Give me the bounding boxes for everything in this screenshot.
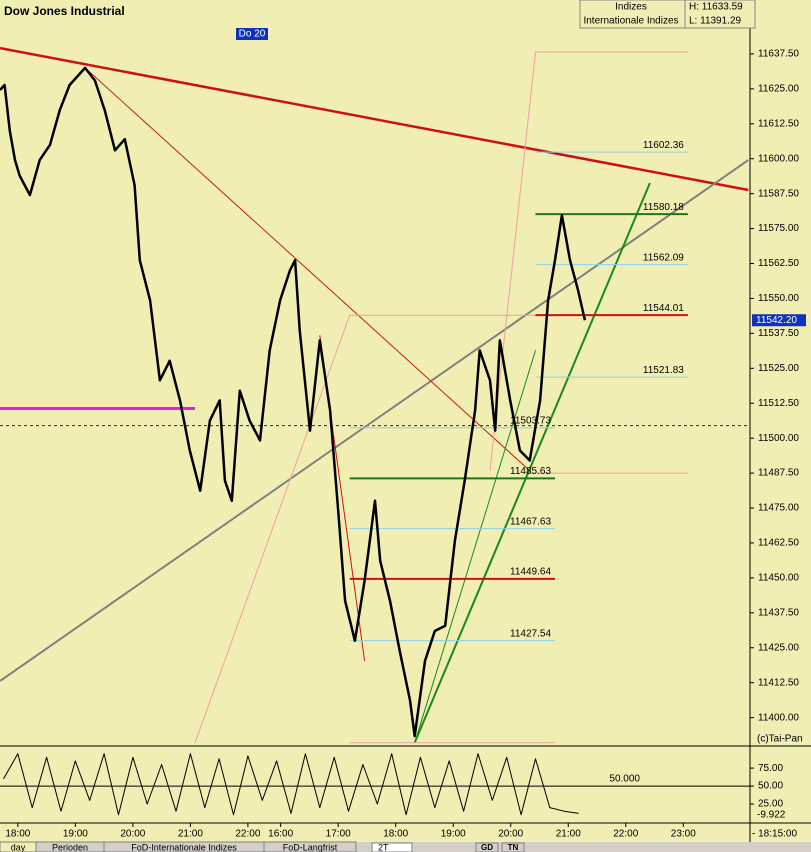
x-tick-label: 17:00 [326, 829, 351, 840]
x-tick-label: 20:00 [120, 829, 145, 840]
oscillator-last-value: -9.922 [757, 810, 786, 821]
list-label: Internationale Indizes [583, 16, 678, 27]
trend-line [413, 182, 651, 744]
trend-line [414, 350, 536, 743]
y-tick-label: 75.00 [758, 763, 783, 774]
current-price-label: 11542.20 [756, 315, 797, 326]
y-tick-label: 11600.00 [758, 153, 799, 164]
y-tick-label: 11475.00 [758, 503, 799, 514]
toolbar-button-label[interactable]: TN [508, 843, 519, 852]
period-label[interactable]: 2T [378, 842, 389, 852]
copyright: (c)Tai-Pan [757, 734, 803, 745]
level-label: 11503.73 [510, 415, 551, 426]
x-tick-label: 22:00 [613, 829, 638, 840]
y-tick-label: 11437.50 [758, 607, 799, 618]
x-tick-label: 21:00 [178, 829, 203, 840]
x-tick-label: 19:00 [63, 829, 88, 840]
level-label: 11602.36 [643, 140, 684, 151]
y-tick-label: 11512.50 [758, 398, 799, 409]
x-tick-label: 16:00 [268, 829, 293, 840]
current-price-box [752, 314, 806, 327]
level-label: 11427.54 [510, 628, 551, 639]
tab-label[interactable]: FoD-Langfrist [283, 842, 338, 852]
x-tick-label: 18:00 [383, 829, 408, 840]
x-tick-label: 22:00 [235, 829, 260, 840]
date-marker: Do 20 [239, 29, 266, 40]
toolbar-button[interactable] [501, 842, 525, 852]
tab-label[interactable]: day [11, 842, 26, 852]
toolbar-button-label[interactable]: GD [481, 843, 493, 852]
level-label: 11449.64 [510, 567, 551, 578]
chart-title: Dow Jones Industrial [4, 4, 125, 18]
tab-label[interactable]: FoD-Internationale Indizes [131, 842, 237, 852]
y-tick-label: 11400.00 [758, 712, 799, 723]
price-line [0, 66, 587, 738]
y-tick-label: 11487.50 [758, 468, 799, 479]
y-tick-label: 11450.00 [758, 573, 799, 584]
price-line [3, 753, 579, 816]
axes: 11400.00 11412.50 11425.00 11437.50 11450.00… [5, 49, 806, 840]
y-tick-label: 11562.50 [758, 258, 799, 269]
low-label: L: 11391.29 [689, 16, 742, 27]
level-label: 11562.09 [643, 252, 684, 263]
price-plot: 11602.36 11580.18 11562.09 11544.01 11521.83… [0, 46, 750, 744]
level-label: 11544.01 [643, 303, 684, 314]
y-tick-label: 11500.00 [758, 433, 799, 444]
trend-line [84, 67, 531, 471]
trend-line [489, 51, 688, 471]
y-tick-label: 11412.50 [758, 677, 799, 688]
y-tick-label: 11550.00 [758, 293, 799, 304]
x-tick-label: 21:00 [556, 829, 581, 840]
x-tick-label: 19:00 [441, 829, 466, 840]
level-label: 11580.18 [643, 202, 684, 213]
high-label: H: 11633.59 [689, 2, 743, 13]
toolbar-button[interactable] [475, 842, 499, 852]
y-tick-label: 25.00 [758, 799, 783, 810]
y-tick-label: 11587.50 [758, 188, 799, 199]
level-label: 11485.63 [510, 466, 551, 477]
oscillator-level-label: 50.000 [609, 774, 640, 785]
y-tick-label: 11462.50 [758, 538, 799, 549]
date-marker-box [236, 28, 268, 40]
tab-label[interactable]: Perioden [52, 842, 88, 852]
y-tick-label: 11575.00 [758, 223, 799, 234]
x-tick-label: 20:00 [498, 829, 523, 840]
tab[interactable] [263, 841, 357, 852]
y-tick-label: 50.00 [758, 781, 783, 792]
period-select[interactable] [371, 842, 413, 852]
oscillator-plot: 50.000 [0, 753, 750, 816]
y-tick-label: 11425.00 [758, 642, 799, 653]
level-label: 11521.83 [643, 365, 684, 376]
y-tick-label: 11525.00 [758, 363, 799, 374]
y-tick-label: 11625.00 [758, 84, 799, 95]
level-label: 11467.63 [510, 516, 551, 527]
x-tick-label: 18:00 [5, 829, 30, 840]
y-tick-label: 11637.50 [758, 49, 799, 60]
tab-bar: day Perioden FoD-Internationale Indizes FoD… [0, 841, 811, 852]
y-tick-label: 11612.50 [758, 118, 799, 129]
x-tick-label: 23:00 [671, 829, 696, 840]
clock: - 18:15:00 [752, 829, 797, 840]
y-tick-label: 11537.50 [758, 328, 799, 339]
trend-line [0, 46, 749, 192]
source-label: Indizes [615, 2, 647, 13]
info-box [579, 0, 756, 29]
